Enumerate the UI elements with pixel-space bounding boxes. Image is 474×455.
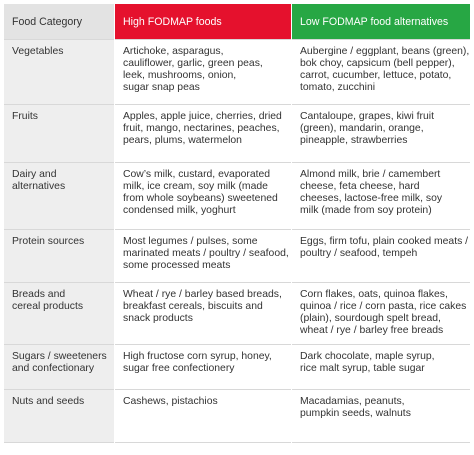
cell-text: alternatives bbox=[12, 181, 66, 192]
food-cell: Macadamias, peanuts, pumpkin seeds, walnu… bbox=[292, 390, 470, 443]
cell-text: Dark chocolate, maple syrup, bbox=[300, 351, 435, 362]
cell-text: Almond milk, brie / camembert bbox=[300, 169, 441, 180]
cell-text: from whole soybeans) sweetened bbox=[123, 193, 278, 204]
cell-text: Breads and bbox=[12, 289, 66, 300]
cell-text: cheeses, lactose-free milk, soy bbox=[300, 193, 443, 204]
cell-text: (green), mandarin, orange, bbox=[300, 123, 424, 134]
cell-text: rice malt syrup, table sugar bbox=[300, 363, 425, 374]
cell-text: High fructose corn syrup, honey, bbox=[123, 351, 272, 362]
cell-text: cereal products bbox=[12, 301, 84, 312]
cell-text: snack products bbox=[123, 313, 193, 324]
cell-text: tomato, zucchini bbox=[300, 82, 376, 93]
food-cell: Eggs, firm tofu, plain cooked meats / pou… bbox=[292, 230, 470, 283]
category-cell: Breads and cereal products bbox=[4, 283, 114, 345]
category-cell: Vegetables bbox=[4, 40, 114, 105]
category-cell: Nuts and seeds bbox=[4, 390, 114, 443]
cell-text: fruit, mango, nectarines, peaches, bbox=[123, 123, 280, 134]
cell-text: Apples, apple juice, cherries, dried bbox=[123, 111, 282, 122]
food-cell: Dark chocolate, maple syrup, rice malt sy… bbox=[292, 345, 470, 390]
cell-text: quinoa / rice / corn pasta, rice cakes bbox=[300, 301, 467, 312]
cell-text: pears, plums, watermelon bbox=[123, 135, 242, 146]
header-cell: Low FODMAP food alternatives bbox=[292, 4, 470, 40]
cell-text: Sugars / sweeteners bbox=[12, 351, 107, 362]
cell-text: breakfast cereals, biscuits and bbox=[123, 301, 263, 312]
cell-text: milk (made from soy protein) bbox=[300, 205, 432, 216]
header-cell: Food Category bbox=[4, 4, 114, 40]
cell-text: Nuts and seeds bbox=[12, 396, 85, 407]
cell-text: Eggs, firm tofu, plain cooked meats / bbox=[300, 236, 469, 247]
food-cell: Artichoke, asparagus, cauliflower, garlic… bbox=[115, 40, 291, 105]
cell-text: pineapple, strawberries bbox=[300, 135, 408, 146]
category-cell: Protein sources bbox=[4, 230, 114, 283]
cell-text: carrot, cucumber, lettuce, potato, bbox=[300, 70, 452, 81]
cell-text: sugar snap peas bbox=[123, 82, 200, 93]
cell-text: wheat / rye / barley free breads bbox=[300, 325, 444, 336]
food-cell: Wheat / rye / barley based breads, breakf… bbox=[115, 283, 291, 345]
food-cell: Almond milk, brie / camembert cheese, fet… bbox=[292, 163, 470, 230]
cell-text: sugar free confectionery bbox=[123, 363, 235, 374]
cell-text: (plain), sourdough spelt bread, bbox=[300, 313, 441, 324]
food-cell: Corn flakes, oats, quinoa flakes, quinoa … bbox=[292, 283, 470, 345]
cell-text: condensed milk, yoghurt bbox=[123, 205, 236, 216]
food-cell: Cashews, pistachios bbox=[115, 390, 291, 443]
food-cell: High fructose corn syrup, honey, sugar fr… bbox=[115, 345, 291, 390]
cell-text: Vegetables bbox=[12, 46, 64, 57]
food-cell: Apples, apple juice, cherries, dried frui… bbox=[115, 105, 291, 163]
food-cell: Most legumes / pulses, some marinated mea… bbox=[115, 230, 291, 283]
cell-text: Artichoke, asparagus, bbox=[123, 46, 224, 57]
cell-text: Dairy and bbox=[12, 169, 57, 180]
category-cell: Dairy and alternatives bbox=[4, 163, 114, 230]
food-cell: Cantaloupe, grapes, kiwi fruit (green), m… bbox=[292, 105, 470, 163]
cell-text: marinated meats / poultry / seafood, bbox=[123, 248, 289, 259]
cell-text: Most legumes / pulses, some bbox=[123, 236, 258, 247]
food-cell: Aubergine / eggplant, beans (green), bok … bbox=[292, 40, 470, 105]
cell-text: Protein sources bbox=[12, 236, 85, 247]
food-cell: Cow’s milk, custard, evaporated milk, ice… bbox=[115, 163, 291, 230]
cell-text: cheese, feta cheese, hard bbox=[300, 181, 420, 192]
category-cell: Fruits bbox=[4, 105, 114, 163]
cell-text: cauliflower, garlic, green peas, bbox=[123, 58, 263, 69]
cell-text: Wheat / rye / barley based breads, bbox=[123, 289, 282, 300]
cell-text: poultry / seafood, tempeh bbox=[300, 248, 418, 259]
cell-text: bok choy, capsicum (bell pepper), bbox=[300, 58, 455, 69]
cell-text: Fruits bbox=[12, 111, 38, 122]
header-cell: High FODMAP foods bbox=[115, 4, 291, 40]
cell-text: Aubergine / eggplant, beans (green), bbox=[300, 46, 470, 57]
cell-text: some processed meats bbox=[123, 260, 231, 271]
category-cell: Sugars / sweeteners and confectionary bbox=[4, 345, 114, 390]
cell-text: pumpkin seeds, walnuts bbox=[300, 408, 411, 419]
cell-text: Macadamias, peanuts, bbox=[300, 396, 405, 407]
cell-text: Corn flakes, oats, quinoa flakes, bbox=[300, 289, 448, 300]
cell-text: milk, ice cream, soy milk (made bbox=[123, 181, 268, 192]
cell-text: Cantaloupe, grapes, kiwi fruit bbox=[300, 111, 434, 122]
cell-text: leek, mushrooms, onion, bbox=[123, 70, 237, 81]
cell-text: and confectionary bbox=[12, 363, 95, 374]
cell-text: Cow’s milk, custard, evaporated bbox=[123, 169, 271, 180]
cell-text: Cashews, pistachios bbox=[123, 396, 218, 407]
